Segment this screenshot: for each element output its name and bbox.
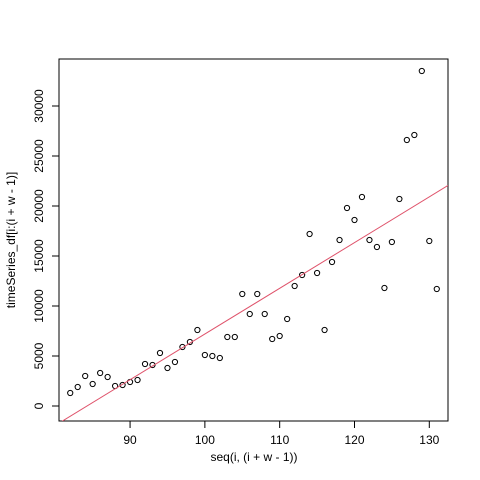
x-tick-label: 90 — [123, 433, 137, 447]
point — [134, 376, 141, 384]
point — [306, 230, 313, 238]
y-axis-label: timeSeries_df[i:(i + w - 1)] — [4, 172, 18, 308]
point — [388, 238, 395, 246]
point — [358, 193, 366, 201]
point — [276, 332, 283, 340]
y-tick-label: 25000 — [32, 139, 46, 173]
point — [74, 383, 81, 391]
point — [89, 380, 96, 388]
point — [336, 236, 343, 244]
x-tick-label: 110 — [270, 433, 289, 447]
y-tick-label: 5000 — [32, 342, 46, 369]
point — [299, 271, 306, 279]
point — [171, 358, 179, 366]
point — [254, 290, 261, 298]
point — [209, 352, 216, 360]
point — [328, 258, 336, 266]
x-axis-label: seq(i, (i + w - 1)) — [210, 450, 297, 464]
point — [403, 136, 410, 144]
clip-group — [61, 185, 448, 421]
point — [201, 351, 208, 359]
point — [239, 290, 246, 298]
point — [149, 361, 156, 369]
point — [82, 372, 89, 380]
point — [104, 373, 111, 381]
point — [97, 369, 104, 377]
point — [351, 216, 358, 224]
point — [418, 67, 425, 75]
point — [284, 315, 291, 323]
point — [433, 285, 440, 293]
y-tick-label: 10000 — [32, 289, 46, 323]
point — [156, 349, 164, 357]
x-tick-label: 120 — [344, 433, 364, 447]
point — [381, 284, 388, 292]
point — [269, 335, 276, 343]
point — [396, 195, 403, 203]
point — [261, 310, 268, 318]
x-tick-label: 130 — [419, 433, 439, 447]
point — [141, 360, 149, 368]
point — [373, 243, 381, 251]
y-tick-label: 20000 — [32, 189, 46, 223]
point — [321, 326, 328, 334]
y-tick-label: 15000 — [32, 239, 46, 273]
point — [179, 343, 186, 351]
point — [194, 326, 201, 334]
point — [216, 354, 223, 362]
y-tick-label: 0 — [32, 402, 46, 409]
point — [426, 237, 433, 245]
point — [343, 204, 351, 212]
point — [231, 333, 238, 341]
point — [246, 310, 253, 318]
regression-line — [61, 185, 448, 421]
point — [313, 269, 321, 277]
point — [164, 364, 171, 372]
y-tick-label: 30000 — [32, 89, 46, 123]
point — [291, 282, 298, 290]
point — [67, 389, 74, 397]
point — [224, 333, 231, 341]
point — [119, 381, 126, 389]
point — [366, 236, 373, 244]
x-tick-label: 100 — [195, 433, 215, 447]
point — [411, 131, 418, 139]
